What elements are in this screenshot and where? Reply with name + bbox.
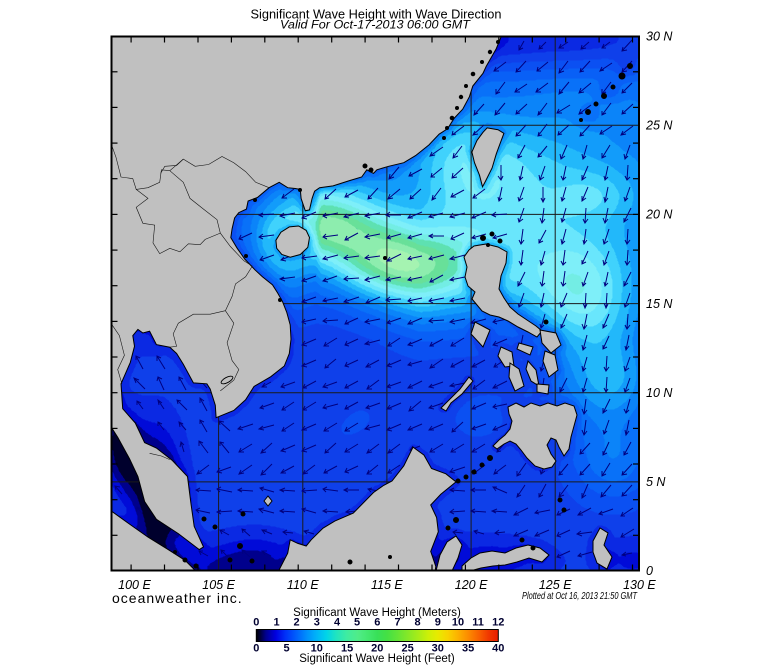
svg-text:20 N: 20 N bbox=[645, 208, 673, 222]
svg-text:40: 40 bbox=[492, 643, 504, 655]
svg-text:10: 10 bbox=[452, 617, 464, 629]
svg-text:Valid For Oct-17-2013 06:00 GM: Valid For Oct-17-2013 06:00 GMT bbox=[280, 18, 471, 32]
svg-text:6: 6 bbox=[374, 617, 380, 629]
svg-text:30 N: 30 N bbox=[646, 29, 673, 43]
svg-text:9: 9 bbox=[435, 617, 441, 629]
svg-text:25 N: 25 N bbox=[645, 119, 673, 133]
svg-text:3: 3 bbox=[314, 617, 320, 629]
svg-text:35: 35 bbox=[462, 643, 474, 655]
svg-text:2: 2 bbox=[294, 617, 300, 629]
svg-text:1: 1 bbox=[273, 617, 279, 629]
svg-text:Plotted at Oct 16, 2013 21:50: Plotted at Oct 16, 2013 21:50 GMT bbox=[522, 591, 638, 602]
svg-text:120 E: 120 E bbox=[455, 578, 488, 592]
svg-text:10 N: 10 N bbox=[646, 386, 673, 400]
svg-text:110 E: 110 E bbox=[287, 578, 319, 592]
svg-text:11: 11 bbox=[472, 617, 484, 629]
svg-text:5 N: 5 N bbox=[646, 475, 666, 489]
svg-text:20: 20 bbox=[371, 643, 383, 655]
svg-text:105 E: 105 E bbox=[202, 578, 235, 592]
svg-text:100 E: 100 E bbox=[118, 578, 151, 592]
svg-text:0: 0 bbox=[646, 564, 653, 578]
svg-text:4: 4 bbox=[334, 617, 341, 629]
svg-text:25: 25 bbox=[401, 643, 413, 655]
svg-text:Significant Wave Height (Feet): Significant Wave Height (Feet) bbox=[299, 653, 455, 665]
svg-text:oceanweather inc.: oceanweather inc. bbox=[112, 590, 243, 606]
svg-text:5: 5 bbox=[284, 643, 290, 655]
svg-text:0: 0 bbox=[253, 617, 259, 629]
svg-text:0: 0 bbox=[253, 643, 259, 655]
svg-text:12: 12 bbox=[492, 617, 504, 629]
svg-text:115 E: 115 E bbox=[371, 578, 403, 592]
svg-text:8: 8 bbox=[415, 617, 421, 629]
svg-text:Significant Wave Height with W: Significant Wave Height with Wave Direct… bbox=[251, 7, 502, 22]
svg-text:10: 10 bbox=[311, 643, 323, 655]
svg-text:125 E: 125 E bbox=[539, 578, 572, 592]
svg-text:Significant Wave Height (Meter: Significant Wave Height (Meters) bbox=[293, 607, 461, 619]
svg-text:7: 7 bbox=[394, 617, 400, 629]
svg-text:5: 5 bbox=[354, 617, 360, 629]
svg-text:15 N: 15 N bbox=[646, 297, 673, 311]
svg-text:130 E: 130 E bbox=[623, 578, 656, 592]
svg-text:15: 15 bbox=[341, 643, 353, 655]
svg-text:30: 30 bbox=[432, 643, 444, 655]
